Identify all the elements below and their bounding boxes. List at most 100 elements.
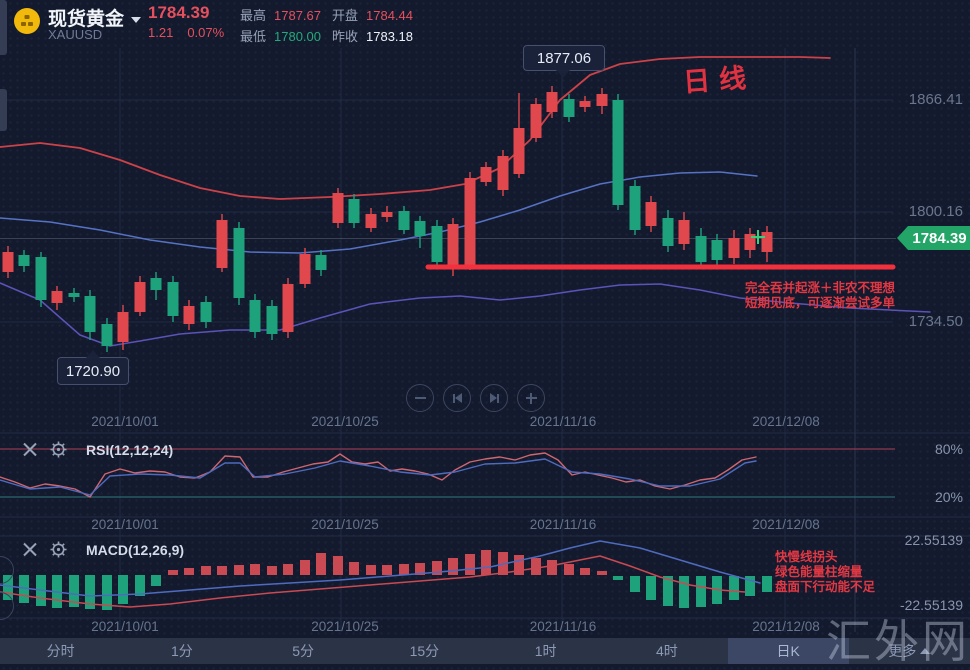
date-label: 2021/10/25 [311, 517, 379, 532]
timeframe-tab-1时[interactable]: 1时 [534, 643, 557, 659]
trend-annotation-label: 日线 [682, 62, 757, 98]
macd-bar [316, 553, 326, 575]
candle-body [711, 240, 723, 260]
close-icon[interactable] [22, 542, 37, 557]
date-label: 2021/10/25 [311, 414, 379, 429]
go-to-end-button[interactable] [480, 384, 508, 412]
candle-body [464, 178, 476, 266]
macd-bar [630, 576, 640, 592]
candle-body [101, 324, 113, 346]
macd-label: MACD(12,26,9) [86, 541, 185, 558]
gear-icon[interactable] [50, 441, 67, 458]
timeframe-tab-分时[interactable]: 分时 [46, 643, 75, 659]
date-axis-row: 2021/10/01 2021/10/25 2021/11/16 2021/12/08 [0, 414, 970, 432]
candle-body [761, 232, 773, 252]
macd-bar [283, 564, 293, 575]
macd-bar [448, 558, 458, 575]
macd-bar [696, 576, 706, 607]
last-price: 1784.39 [148, 3, 210, 22]
rsi-header: RSI(12,12,24) [22, 441, 173, 458]
symbol-selector[interactable]: 现货黄金 [48, 4, 142, 31]
macd-bar [580, 568, 590, 575]
candle-body [84, 296, 96, 332]
timeframe-tab-5分[interactable]: 5分 [292, 643, 315, 659]
macd-bar [118, 575, 128, 604]
macd-bar [415, 563, 425, 575]
high-price-tooltip: 1877.06 [523, 45, 605, 78]
timeframe-tab-更多[interactable]: 更多 [849, 638, 970, 664]
go-to-start-button[interactable] [443, 384, 471, 412]
macd-bar [729, 576, 739, 600]
macd-bar [19, 575, 29, 603]
candle-body [695, 236, 707, 262]
macd-bar [564, 564, 574, 575]
candle-body [728, 238, 740, 258]
macd-dea-line [0, 555, 746, 608]
candle-body [497, 156, 509, 190]
date-label: 2021/11/16 [529, 517, 597, 532]
macd-bar [151, 575, 161, 586]
date-label: 2021/12/08 [752, 517, 820, 532]
tooltip-pointer [86, 350, 100, 358]
macd-bar [745, 576, 755, 596]
zoom-in-button[interactable] [517, 384, 545, 412]
candle-body [282, 284, 294, 332]
change-percent: 0.07% [187, 25, 225, 40]
rsi-level-label: 80% [934, 441, 963, 457]
low-price-tooltip: 1720.90 [57, 350, 129, 385]
macd-bar [300, 560, 310, 575]
candle-body [51, 291, 63, 303]
candle-body [579, 101, 591, 107]
current-price-tag: 1784.39 [897, 226, 970, 250]
macd-bar [201, 566, 211, 575]
macd-dif-line [0, 540, 761, 597]
candle-body [563, 99, 575, 117]
macd-bar [613, 576, 623, 580]
edge-panel-fragment [0, 0, 7, 55]
price-axis-label: 1866.41 [908, 91, 963, 108]
minus-icon [414, 397, 426, 399]
macd-bar [267, 566, 277, 575]
date-label: 2021/12/08 [752, 414, 820, 429]
symbol-name: 现货黄金 [48, 9, 125, 30]
candle-body [546, 92, 558, 112]
macd-bar [465, 554, 475, 575]
skip-start-icon [452, 393, 455, 403]
stat-low: 最低 1780.00 [240, 29, 322, 44]
timeframe-tab-15分[interactable]: 15分 [409, 643, 440, 659]
edge-panel-fragment [0, 89, 7, 131]
timeframe-tab-4时[interactable]: 4时 [655, 643, 678, 659]
macd-bar [762, 576, 772, 592]
candle-body [365, 214, 377, 228]
tooltip-pointer [556, 70, 570, 78]
price-axis-label: 1734.50 [908, 313, 963, 330]
chevron-down-icon [131, 16, 142, 23]
close-icon[interactable] [22, 442, 37, 457]
candle-body [447, 224, 459, 266]
candle-body [678, 220, 690, 244]
date-label: 2021/11/16 [529, 619, 597, 634]
gold-coin-icon [14, 8, 40, 34]
macd-bar [217, 566, 227, 575]
candle-body [249, 300, 261, 332]
rsi-slow-line [0, 458, 757, 496]
candle-body [332, 193, 344, 223]
timeframe-tab-1分[interactable]: 1分 [170, 643, 193, 659]
candle-body [117, 312, 129, 342]
stat-high: 最高 1787.67 [240, 8, 322, 23]
candle-body [18, 255, 30, 266]
zoom-out-button[interactable] [406, 384, 434, 412]
stat-prev-close: 昨收 1783.18 [332, 29, 414, 44]
price-axis-label: 1800.16 [908, 203, 963, 220]
candle-body [315, 255, 327, 270]
rsi-level-label: 20% [934, 489, 963, 505]
support-annotation: 完全吞并起涨＋非农不理想 短期见底，可逐渐尝试多单 [745, 281, 896, 310]
gear-icon[interactable] [50, 541, 67, 558]
macd-bar [399, 564, 409, 575]
plus-icon [525, 392, 537, 404]
candle-body [431, 226, 443, 262]
timeframe-tab-日K[interactable]: 日K [727, 638, 849, 664]
candle-body [183, 306, 195, 324]
candle-body [266, 306, 278, 334]
